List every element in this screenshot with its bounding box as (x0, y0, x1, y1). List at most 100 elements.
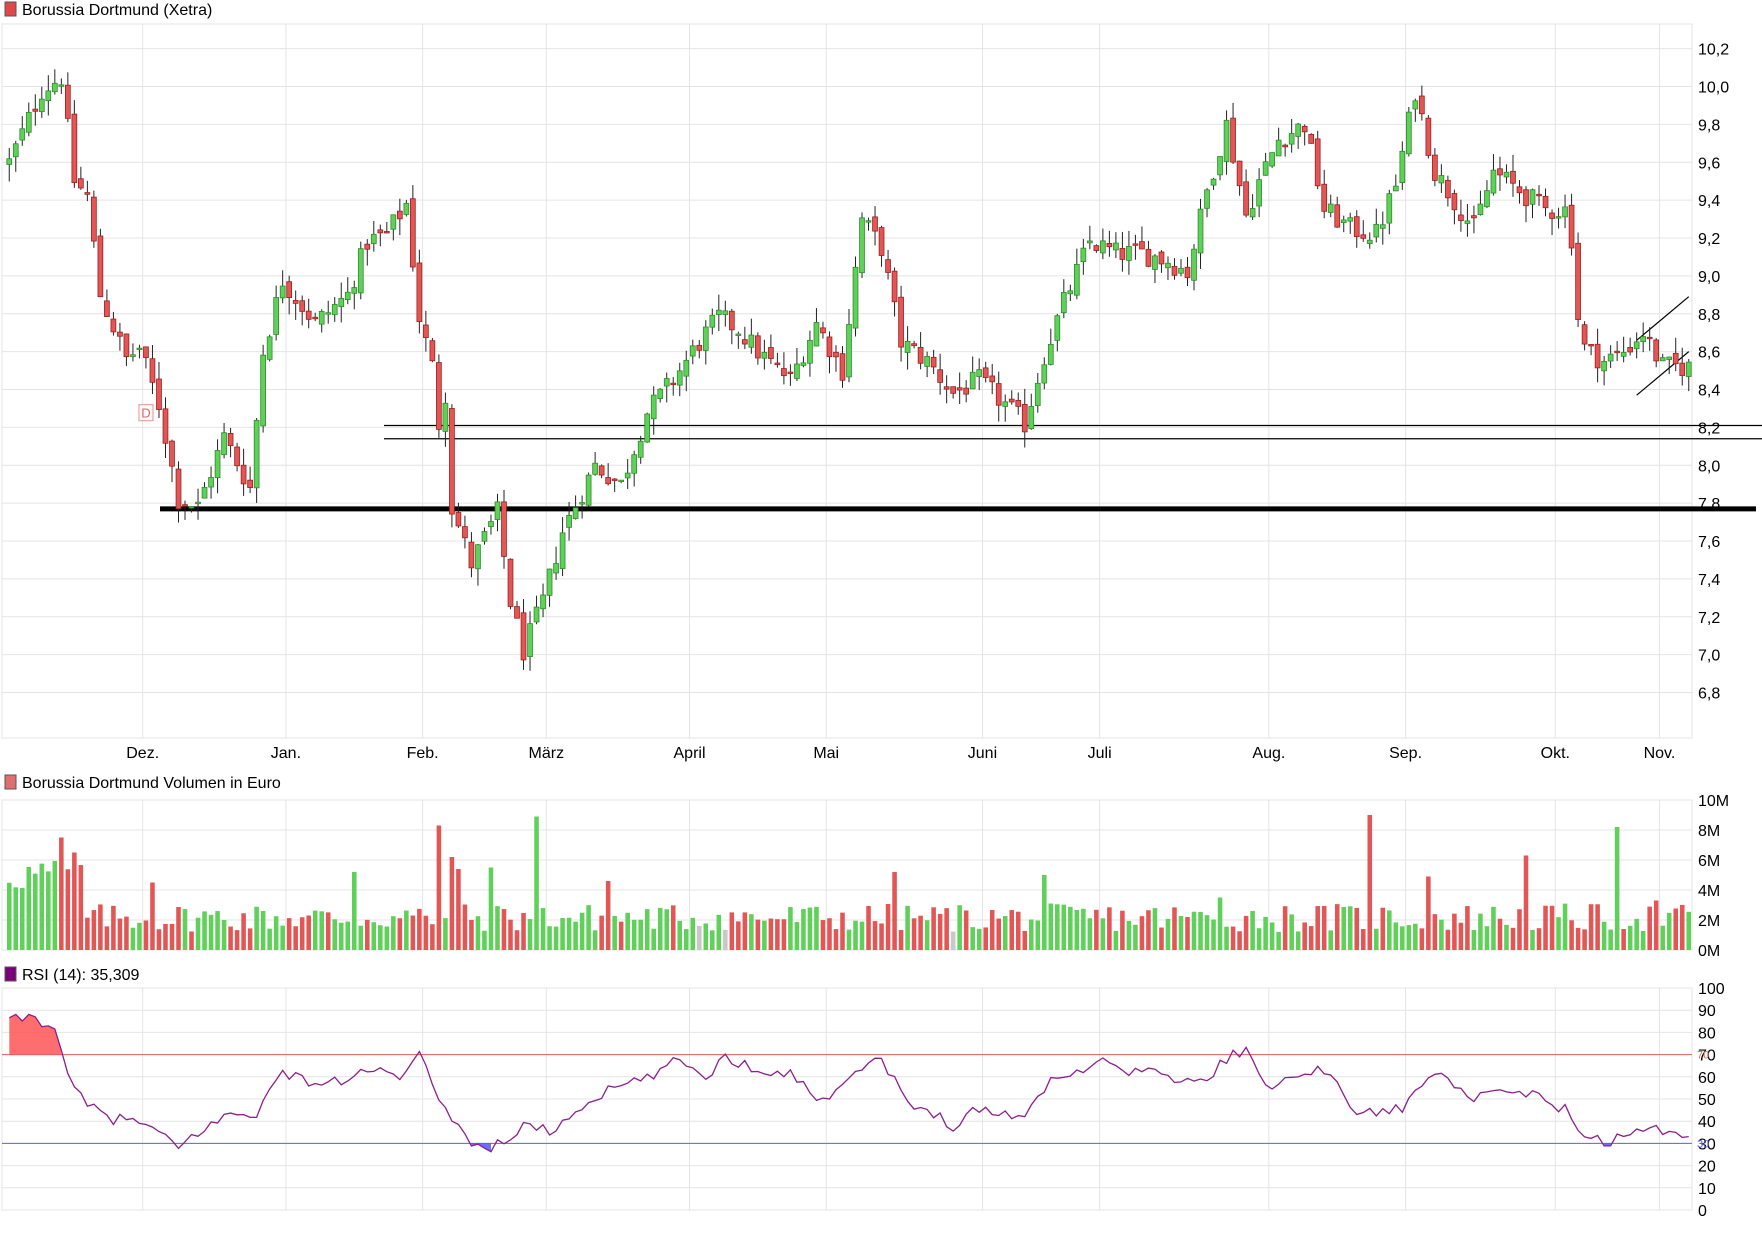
candle-body (1516, 186, 1523, 194)
volume-bar (137, 922, 142, 950)
volume-bar (1347, 906, 1353, 950)
candle-body (527, 623, 533, 657)
volume-bar (1569, 920, 1574, 950)
candle-body (650, 394, 657, 420)
volume-bar (1575, 927, 1581, 950)
volume-bar (1061, 904, 1067, 950)
candle-body (1021, 403, 1028, 433)
volume-bar (885, 904, 891, 950)
rsi-tick-label: 60 (1698, 1070, 1716, 1087)
volume-bar (1269, 922, 1275, 950)
volume-bar (618, 921, 624, 950)
volume-bar (1139, 916, 1145, 950)
volume-bar (696, 925, 702, 950)
volume-bar (1536, 928, 1542, 950)
candle-body (1106, 242, 1113, 248)
candle-body (1249, 208, 1256, 218)
volume-bar (78, 865, 84, 950)
candle-body (891, 270, 898, 303)
candle-body (117, 331, 123, 337)
candle-body (1581, 324, 1588, 345)
candle-body (1087, 240, 1093, 244)
volume-bar (1146, 910, 1151, 950)
volume-bar (391, 916, 396, 950)
volume-bar (1360, 929, 1366, 950)
volume-bar (670, 905, 676, 950)
volume-bar (1465, 906, 1470, 950)
candle-body (794, 363, 800, 379)
candle-body (1464, 220, 1471, 224)
volume-bar (846, 929, 852, 950)
volume-bar (1445, 929, 1451, 950)
candle-body (1562, 206, 1568, 218)
candle-body (1451, 193, 1458, 211)
volume-bar (365, 919, 370, 950)
candle-body (546, 568, 553, 596)
volume-bar (306, 915, 311, 950)
volume-bar (436, 825, 442, 950)
volume-bar (807, 907, 813, 950)
candle-body (240, 464, 247, 485)
volume-bar (59, 837, 64, 950)
volume-bar (169, 923, 175, 950)
candle-body (1555, 216, 1562, 219)
month-label: Dez. (126, 745, 159, 762)
volume-bar (892, 872, 897, 950)
volume-bar (872, 921, 878, 950)
volume-bar (260, 911, 266, 950)
volume-bar (85, 917, 90, 950)
volume-bar (52, 860, 58, 950)
volume-bar (644, 909, 650, 950)
candle-body (1503, 171, 1510, 178)
volume-bar (514, 930, 520, 950)
volume-bar (378, 925, 383, 950)
candle-body (1646, 336, 1653, 340)
volume-bar (1042, 875, 1047, 950)
candle-body (423, 324, 429, 338)
candle-body (1126, 246, 1132, 261)
candle-body (559, 532, 566, 570)
candle-body (58, 84, 65, 87)
candle-body (657, 388, 664, 400)
rsi-tick-label: 80 (1698, 1025, 1716, 1042)
rsi-tick-label: 0 (1698, 1203, 1707, 1220)
volume-bar (1334, 904, 1340, 950)
candle-body (885, 259, 891, 273)
price-title: Borussia Dortmund (Xetra) (22, 2, 212, 19)
rsi-tick-label: 90 (1698, 1003, 1716, 1020)
candle-body (84, 192, 91, 195)
candle-body (1588, 344, 1594, 347)
volume-bar (1523, 855, 1529, 950)
candle-body (312, 316, 319, 320)
volume-bar (723, 929, 728, 950)
candle-body (1425, 117, 1432, 156)
volume-bar (456, 869, 461, 950)
candle-body (1490, 169, 1497, 194)
candle-body (969, 371, 976, 390)
rsi-overbought-label: 70 (1697, 1050, 1709, 1062)
price-tick-label: 7,6 (1698, 534, 1720, 551)
candle-body (924, 355, 930, 367)
volume-bar (1367, 815, 1373, 950)
rsi-tick-label: 30 (1698, 1136, 1716, 1153)
candle-body (1366, 239, 1373, 244)
candle-body (481, 531, 488, 542)
volume-bars (6, 815, 1692, 950)
volume-bar (1289, 914, 1294, 950)
volume-bar (1165, 918, 1171, 950)
volume-bar (267, 928, 272, 950)
volume-bar (781, 919, 787, 950)
candle-body (143, 346, 149, 358)
candle-body (1412, 100, 1419, 110)
candle-body (1334, 204, 1341, 228)
volume-bar (553, 926, 559, 950)
candle-body (735, 333, 742, 336)
rsi-line (8, 1013, 1689, 1153)
volume-bar (1673, 908, 1679, 950)
volume-bar (521, 912, 526, 950)
candle-body (123, 333, 130, 358)
candle-body (943, 386, 950, 390)
volume-bar (1458, 922, 1464, 950)
candle-body (624, 472, 631, 479)
